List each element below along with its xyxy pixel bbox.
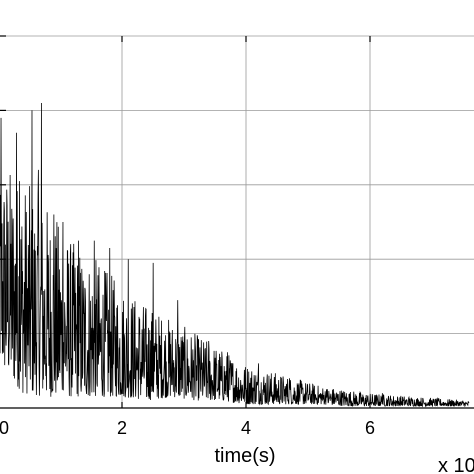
x-tick-label: 2 [117,418,127,438]
signal-series-line [0,102,470,408]
x-tick-label: 0 [0,418,9,438]
x-tick-label: 4 [241,418,251,438]
tick-label-layer: 0 2 4 6 [0,418,375,438]
x-tick-label: 6 [365,418,375,438]
x-multiplier-label: x 10 [438,455,474,474]
x-axis-label: time(s) [214,445,275,467]
